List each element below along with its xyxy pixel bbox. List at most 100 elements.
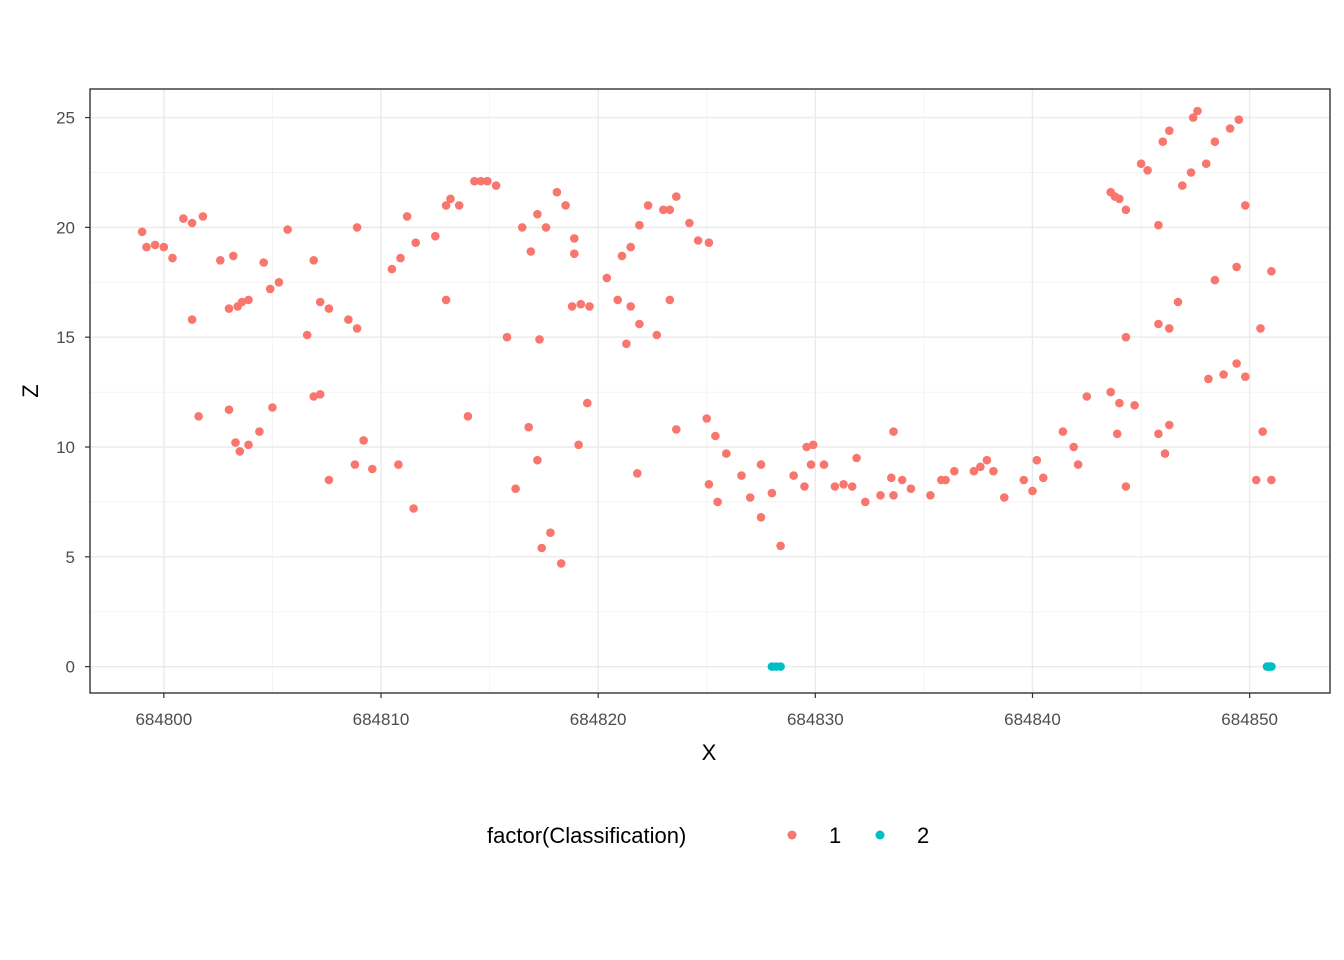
data-point-class-1: [409, 504, 418, 513]
data-point-class-1: [1201, 159, 1211, 168]
data-point-class-1: [659, 205, 668, 215]
data-point-class-1: [1115, 398, 1124, 408]
data-point-class-1: [350, 460, 360, 469]
data-point-class-1: [887, 473, 896, 483]
data-point-class-1: [224, 304, 234, 313]
data-points: [137, 106, 1276, 671]
y-tick-label: 10: [56, 438, 75, 457]
data-point-class-1: [989, 466, 998, 476]
data-point-class-1: [159, 242, 169, 252]
data-point-class-1: [722, 449, 731, 458]
data-point-class-1: [1258, 427, 1267, 436]
data-point-class-1: [574, 440, 583, 450]
data-point-class-1: [259, 258, 269, 267]
data-point-class-1: [819, 460, 829, 469]
data-point-class-1: [1121, 332, 1131, 342]
data-point-class-1: [1165, 126, 1174, 135]
data-point-class-1: [411, 238, 421, 247]
data-point-class-1: [194, 412, 203, 421]
data-point-class-1: [511, 484, 520, 494]
data-point-class-1: [387, 264, 397, 274]
data-point-class-1: [502, 332, 512, 342]
data-point-class-1: [926, 491, 935, 500]
y-tick-label: 0: [66, 658, 75, 677]
data-point-class-1: [576, 299, 586, 309]
data-point-class-1: [187, 315, 197, 324]
data-point-class-1: [470, 176, 479, 186]
data-point-class-1: [1112, 429, 1122, 439]
data-point-class-1: [1204, 374, 1213, 384]
legend-label-2: 2: [917, 823, 929, 848]
data-point-class-1: [394, 460, 403, 469]
data-point-class-1: [1210, 137, 1220, 146]
data-point-class-1: [244, 440, 253, 450]
data-point-class-1: [789, 471, 798, 480]
data-point-class-1: [216, 255, 225, 265]
data-point-class-1: [1251, 475, 1261, 485]
data-point-class-1: [1219, 370, 1228, 379]
data-point-class-1: [454, 201, 464, 210]
data-point-class-1: [546, 528, 555, 537]
data-point-class-1: [713, 497, 722, 507]
data-point-class-1: [302, 330, 312, 340]
data-point-class-1: [704, 480, 714, 489]
data-point-class-1: [570, 249, 579, 258]
data-point-class-1: [315, 297, 325, 307]
data-point-class-1: [704, 238, 714, 247]
data-point-class-1: [368, 464, 377, 474]
data-point-class-1: [1069, 442, 1078, 452]
data-point-class-1: [556, 559, 566, 568]
data-point-class-1: [1256, 324, 1265, 333]
data-point-class-1: [1267, 475, 1276, 485]
data-point-class-1: [1173, 297, 1183, 307]
data-point-class-1: [1165, 420, 1174, 430]
data-point-class-1: [491, 181, 501, 190]
x-tick-label: 684850: [1221, 710, 1278, 729]
data-point-class-1: [1158, 137, 1168, 146]
data-point-class-1: [1082, 392, 1092, 401]
data-point-class-1: [1154, 319, 1163, 329]
data-point-class-1: [756, 513, 766, 522]
data-point-class-1: [1186, 168, 1196, 177]
data-point-class-1: [1234, 115, 1244, 124]
data-point-class-1: [906, 484, 916, 494]
data-point-class-1: [1160, 449, 1170, 458]
data-point-class-1: [1019, 475, 1029, 485]
data-point-class-1: [876, 491, 885, 500]
data-point-class-1: [672, 192, 681, 201]
data-point-class-1: [806, 460, 816, 469]
data-point-class-1: [889, 491, 898, 500]
data-point-class-1: [737, 471, 746, 480]
data-point-class-1: [767, 488, 777, 498]
data-point-class-1: [982, 455, 992, 465]
data-point-class-1: [1136, 159, 1146, 168]
data-point-class-1: [950, 466, 959, 476]
data-point-class-2: [1267, 662, 1276, 671]
plot-panel: [90, 89, 1330, 693]
data-point-class-1: [446, 194, 455, 204]
data-point-class-1: [268, 403, 277, 412]
x-tick-label: 684840: [1004, 710, 1061, 729]
data-point-class-1: [852, 453, 861, 463]
data-point-class-1: [309, 392, 319, 401]
data-point-class-1: [897, 475, 907, 485]
data-point-class-1: [776, 541, 785, 551]
legend-title: factor(Classification): [487, 823, 686, 848]
data-point-class-1: [1232, 359, 1241, 368]
data-point-class-2: [776, 662, 785, 671]
data-point-class-1: [463, 412, 473, 421]
data-point-class-1: [1058, 427, 1068, 436]
data-point-class-1: [483, 176, 492, 186]
data-point-class-1: [626, 302, 635, 311]
data-point-class-1: [622, 339, 631, 349]
data-point-class-1: [567, 302, 577, 311]
data-point-class-1: [265, 284, 275, 294]
data-point-class-1: [685, 218, 694, 228]
data-point-class-1: [626, 242, 635, 252]
data-point-class-1: [969, 466, 979, 476]
data-point-class-1: [537, 543, 546, 553]
data-point-class-1: [1165, 324, 1174, 333]
data-point-class-1: [244, 295, 253, 305]
data-point-class-1: [352, 223, 362, 232]
